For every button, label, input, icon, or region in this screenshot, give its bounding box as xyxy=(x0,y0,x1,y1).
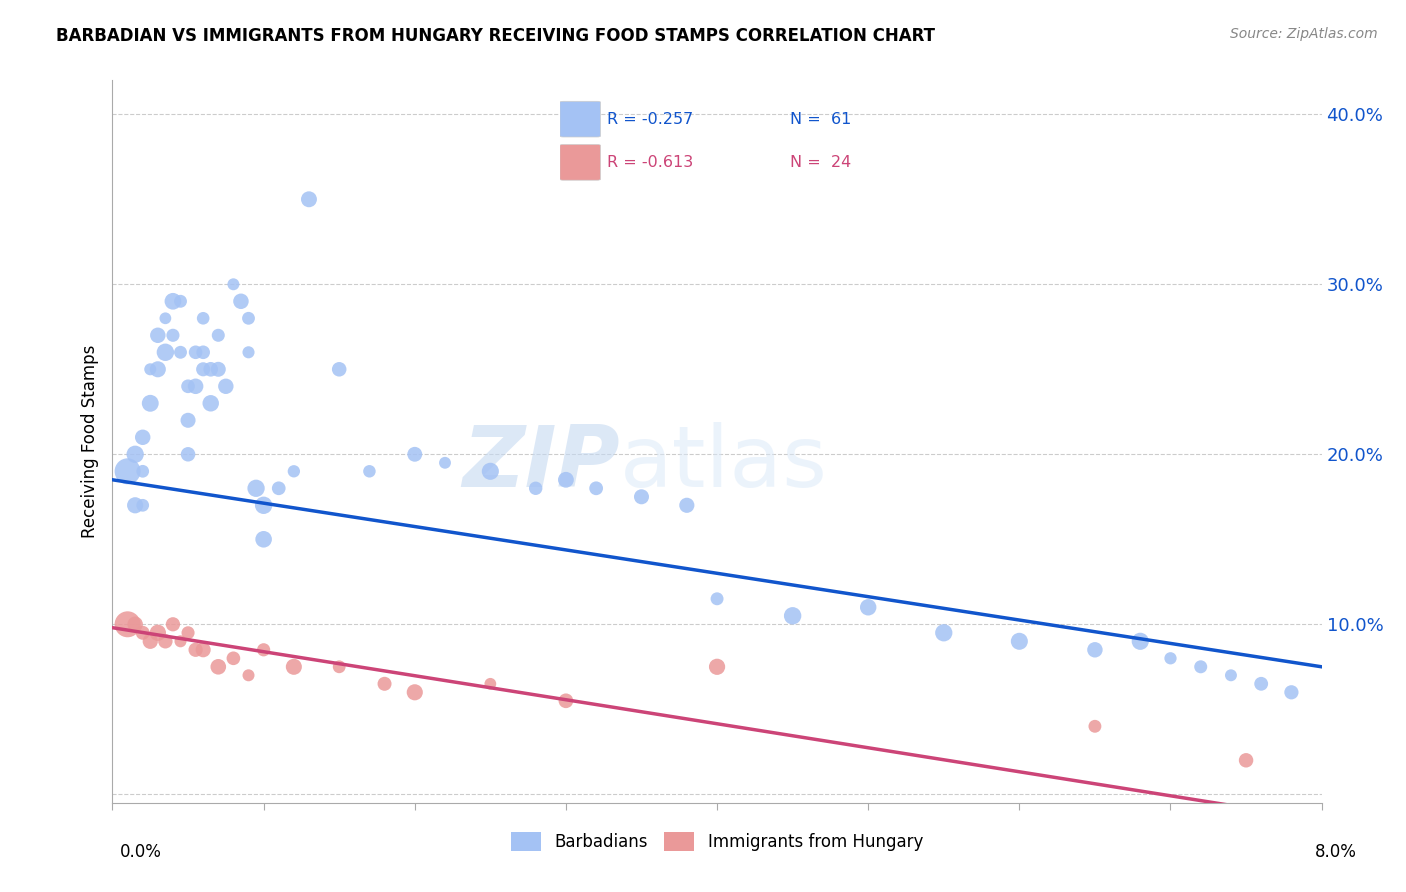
Point xyxy=(932,625,955,640)
Point xyxy=(177,379,200,393)
Point xyxy=(132,625,155,640)
Point xyxy=(191,642,214,657)
Point xyxy=(404,685,426,699)
Point xyxy=(222,277,245,292)
Point xyxy=(479,677,502,691)
Point xyxy=(146,625,169,640)
Point xyxy=(155,634,177,648)
Point xyxy=(404,447,426,461)
Point xyxy=(675,498,697,512)
Point xyxy=(177,447,200,461)
Point xyxy=(1250,677,1272,691)
Point xyxy=(139,396,162,410)
Point xyxy=(124,617,146,632)
Point xyxy=(1008,634,1031,648)
Point xyxy=(1084,642,1107,657)
Point xyxy=(782,608,804,623)
Point xyxy=(184,379,207,393)
Point xyxy=(253,533,276,547)
Text: Source: ZipAtlas.com: Source: ZipAtlas.com xyxy=(1230,27,1378,41)
Point xyxy=(207,660,229,674)
Point xyxy=(184,345,207,359)
Point xyxy=(479,464,502,478)
Point xyxy=(630,490,652,504)
Point xyxy=(132,430,155,444)
Point xyxy=(1220,668,1243,682)
Point xyxy=(1159,651,1181,665)
Point xyxy=(191,345,214,359)
Point xyxy=(554,694,576,708)
Point xyxy=(359,464,381,478)
Point xyxy=(222,651,245,665)
Point xyxy=(184,642,207,657)
Point xyxy=(124,447,146,461)
Point xyxy=(200,362,222,376)
Legend: Barbadians, Immigrants from Hungary: Barbadians, Immigrants from Hungary xyxy=(502,823,932,860)
Point xyxy=(177,625,200,640)
Point xyxy=(155,311,177,326)
Point xyxy=(215,379,238,393)
Point xyxy=(132,498,155,512)
Point xyxy=(267,481,290,495)
Point xyxy=(554,473,576,487)
Point xyxy=(117,617,139,632)
Point xyxy=(253,642,276,657)
Point xyxy=(706,591,728,606)
Point xyxy=(155,345,177,359)
Point xyxy=(238,311,260,326)
Point xyxy=(328,362,350,376)
Text: atlas: atlas xyxy=(620,422,828,505)
Point xyxy=(706,660,728,674)
Point xyxy=(524,481,547,495)
Point xyxy=(1189,660,1212,674)
Point xyxy=(169,345,191,359)
Point xyxy=(191,362,214,376)
Point xyxy=(139,634,162,648)
Point xyxy=(298,192,321,206)
Point xyxy=(374,677,396,691)
Point xyxy=(169,294,191,309)
Point xyxy=(283,660,305,674)
Point xyxy=(283,464,305,478)
Point xyxy=(1084,719,1107,733)
Point xyxy=(1234,753,1257,767)
Point xyxy=(253,498,276,512)
Point xyxy=(117,464,139,478)
Point xyxy=(162,617,184,632)
Point xyxy=(1129,634,1152,648)
Point xyxy=(191,311,214,326)
Point xyxy=(585,481,607,495)
Point xyxy=(146,328,169,343)
Text: 8.0%: 8.0% xyxy=(1315,843,1357,861)
Point xyxy=(124,498,146,512)
Point xyxy=(1279,685,1302,699)
Y-axis label: Receiving Food Stamps: Receiving Food Stamps xyxy=(80,345,98,538)
Point xyxy=(238,345,260,359)
Point xyxy=(434,456,457,470)
Text: ZIP: ZIP xyxy=(463,422,620,505)
Point xyxy=(238,668,260,682)
Point xyxy=(207,328,229,343)
Text: 0.0%: 0.0% xyxy=(120,843,162,861)
Point xyxy=(856,600,880,615)
Point xyxy=(169,634,191,648)
Point xyxy=(177,413,200,427)
Point xyxy=(200,396,222,410)
Point xyxy=(162,294,184,309)
Point xyxy=(207,362,229,376)
Point xyxy=(328,660,350,674)
Text: BARBADIAN VS IMMIGRANTS FROM HUNGARY RECEIVING FOOD STAMPS CORRELATION CHART: BARBADIAN VS IMMIGRANTS FROM HUNGARY REC… xyxy=(56,27,935,45)
Point xyxy=(139,362,162,376)
Point xyxy=(162,328,184,343)
Point xyxy=(146,362,169,376)
Point xyxy=(132,464,155,478)
Point xyxy=(245,481,267,495)
Point xyxy=(229,294,252,309)
